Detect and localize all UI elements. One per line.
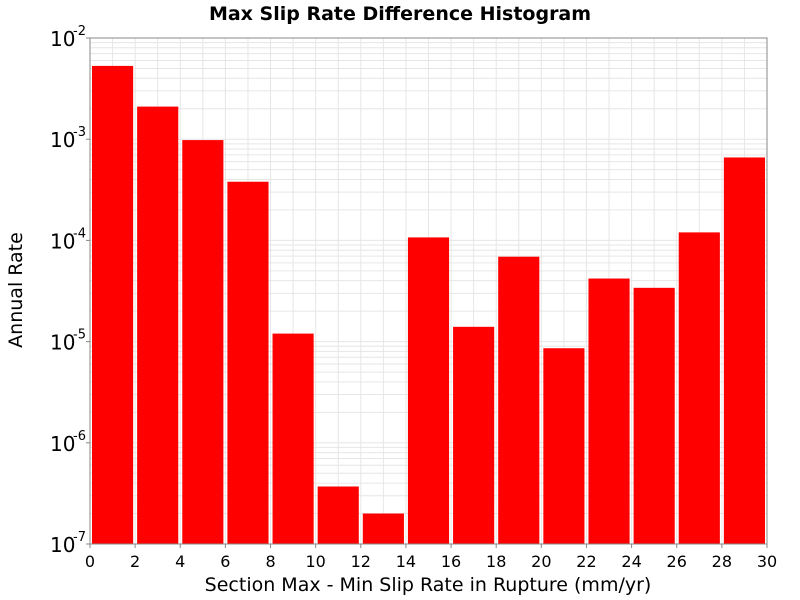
x-tick-label: 16 <box>441 552 461 571</box>
bar-6 <box>362 513 404 544</box>
x-tick-label: 4 <box>175 552 185 571</box>
y-tick-exponent: -6 <box>73 429 86 444</box>
y-tick-label: 10 <box>50 128 75 152</box>
x-tick-label: 10 <box>305 552 325 571</box>
bar-2 <box>182 140 224 544</box>
bar-10 <box>543 348 585 544</box>
bar-1 <box>137 106 179 545</box>
y-tick-exponent: -2 <box>73 24 86 39</box>
bar-12 <box>633 287 675 544</box>
x-tick-label: 12 <box>351 552 371 571</box>
y-tick-label: 10 <box>50 533 75 557</box>
y-tick-label: 10 <box>50 331 75 355</box>
x-tick-label: 18 <box>486 552 506 571</box>
x-tick-label: 0 <box>85 552 95 571</box>
y-tick-exponent: -5 <box>73 328 86 343</box>
plot-frame <box>89 37 768 545</box>
x-tick-label: 28 <box>712 552 732 571</box>
y-tick-label: 10 <box>50 229 75 253</box>
bar-0 <box>92 65 134 544</box>
y-tick-exponent: -7 <box>73 530 86 545</box>
bar-7 <box>407 237 450 544</box>
y-axis-label: Annual Rate <box>5 232 27 348</box>
bar-14 <box>723 157 765 544</box>
y-tick-label: 10 <box>50 27 75 51</box>
x-tick-label: 6 <box>220 552 230 571</box>
bars <box>92 65 765 545</box>
x-axis-label: Section Max - Min Slip Rate in Rupture (… <box>205 574 652 596</box>
bar-13 <box>678 232 720 545</box>
bar-8 <box>453 326 495 544</box>
chart-title: Max Slip Rate Difference Histogram <box>209 3 591 25</box>
x-tick-label: 24 <box>621 552 641 571</box>
x-tick-label: 14 <box>396 552 416 571</box>
y-tick-exponent: -3 <box>73 125 86 140</box>
bar-3 <box>227 181 269 545</box>
x-tick-label: 8 <box>265 552 275 571</box>
y-tick-exponent: -4 <box>73 226 86 241</box>
x-tick-label: 30 <box>757 552 777 571</box>
y-axis-ticks: 10-710-610-510-410-310-2 <box>50 24 90 557</box>
bar-11 <box>588 278 630 544</box>
x-tick-label: 22 <box>576 552 596 571</box>
x-tick-label: 2 <box>130 552 140 571</box>
y-tick-label: 10 <box>50 432 75 456</box>
x-tick-label: 26 <box>667 552 687 571</box>
x-tick-label: 20 <box>531 552 551 571</box>
x-axis-ticks: 0 2 4 6 8 10 12 14 16 18 20 22 24 26 28 30 <box>85 544 777 571</box>
bar-4 <box>272 333 314 544</box>
bar-5 <box>317 486 359 544</box>
bar-9 <box>498 256 540 544</box>
